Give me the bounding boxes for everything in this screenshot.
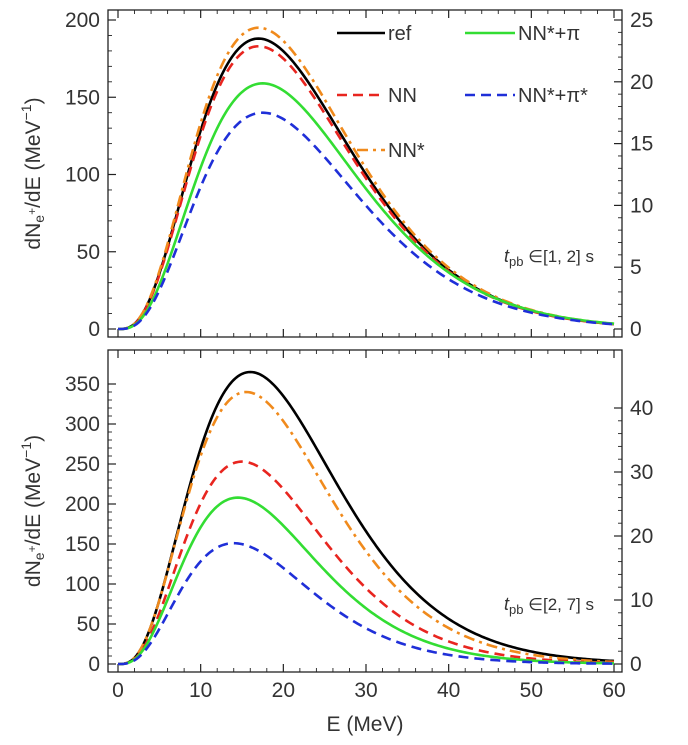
y-axis-title: dNe+/dE (MeV−1) (18, 435, 47, 587)
y2-tick-label: 40 (630, 397, 653, 420)
series-nnpi-line (117, 496, 615, 666)
y-axis-title: dNe+/dE (MeV−1) (18, 97, 47, 249)
y-tick-label: 300 (65, 413, 100, 436)
y-tick-label: 350 (65, 373, 100, 396)
x-tick-label: 20 (272, 679, 295, 702)
y-tick-label: 100 (65, 573, 100, 596)
series-nn-line (117, 460, 615, 666)
y2-tick-label: 0 (630, 653, 642, 676)
x-tick-label: 50 (520, 679, 543, 702)
y-tick-label: 200 (65, 493, 100, 516)
plot-frame (107, 9, 623, 338)
x-tick-label: 0 (112, 679, 124, 702)
time-window-label: tpb ∈[1, 2] s (504, 246, 594, 269)
y-tick-label: 0 (88, 318, 100, 341)
x-tick-label: 10 (189, 679, 212, 702)
y-tick-label: 150 (65, 533, 100, 556)
series-ref-line (117, 370, 615, 666)
legend-label-nnpi: NN*+π (518, 23, 580, 45)
legend-label-nnstar: NN* (388, 140, 425, 162)
series-nnstar-line (117, 390, 615, 666)
y2-tick-label: 30 (630, 461, 653, 484)
panel-1: 0 50 100 150 200 0 5 10 15 20 25 dNe+/dE (MeV−1) tpb… (18, 9, 653, 341)
y-tick-label: 0 (88, 653, 100, 676)
series-ref-line (117, 37, 615, 331)
series-nnpi-line (117, 82, 615, 331)
y-tick-label: 50 (77, 241, 100, 264)
x-tick-label: 60 (602, 679, 625, 702)
legend-label-nnpistar: NN*+π* (518, 85, 588, 107)
y2-tick-label: 0 (630, 318, 642, 341)
x-tick-label: 40 (437, 679, 460, 702)
y2-tick-label: 20 (630, 525, 653, 548)
x-axis-title: E (MeV) (326, 713, 403, 736)
y2-tick-label: 10 (630, 589, 653, 612)
y2-tick-label: 10 (630, 194, 653, 217)
x-tick-label: 30 (354, 679, 377, 702)
y2-tick-label: 25 (630, 9, 653, 32)
series-nnpistar-line (117, 111, 615, 331)
series-nnpistar-line (117, 541, 615, 666)
y-tick-label: 50 (77, 613, 100, 636)
panel-2: 0 10 20 30 40 50 60050100150200250300350010203… (18, 349, 653, 736)
legend-label-nn: NN (388, 85, 417, 107)
y-tick-label: 200 (65, 9, 100, 32)
y2-tick-label: 5 (630, 256, 642, 279)
legend-label-ref: ref (388, 23, 412, 45)
plot-frame (107, 349, 623, 673)
y-tick-label: 100 (65, 164, 100, 187)
y-tick-label: 150 (65, 86, 100, 109)
y-tick-label: 250 (65, 453, 100, 476)
time-window-label: tpb ∈[2, 7] s (504, 594, 594, 617)
legend: ref NN*+π NN NN*+π* NN* (337, 23, 588, 162)
y2-tick-label: 15 (630, 133, 653, 156)
y2-tick-label: 20 (630, 71, 653, 94)
